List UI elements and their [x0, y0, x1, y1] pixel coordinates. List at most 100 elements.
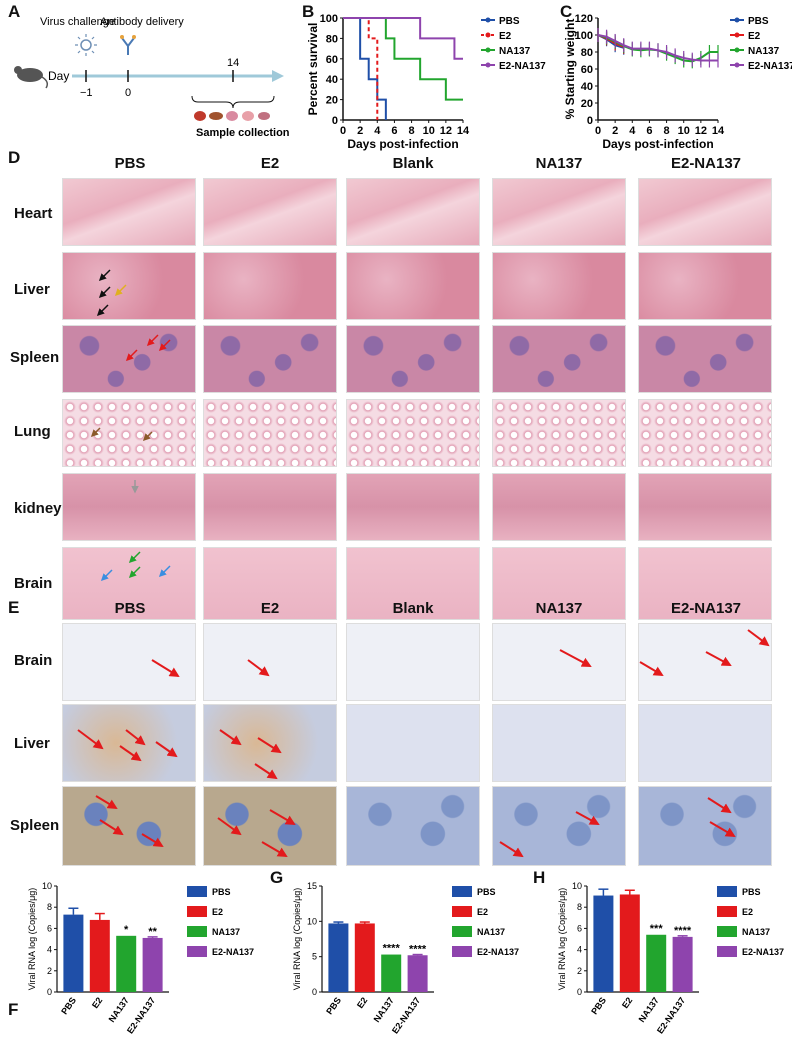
- y-axis-label: Viral RNA log (Copies/μg): [557, 888, 567, 991]
- bar-e2-na137: [672, 936, 693, 992]
- legend-swatch: [187, 886, 207, 897]
- tile-spleen-na137: [492, 786, 626, 866]
- tile-spleen-na137: [492, 325, 626, 393]
- significance-label: *: [124, 924, 129, 936]
- tile-heart-na137: [492, 178, 626, 246]
- tile-kidney-e2: [203, 473, 337, 541]
- tile-kidney-e2-na137: [638, 473, 772, 541]
- legend-label: NA137: [748, 46, 780, 57]
- y-tick-label: 20: [326, 95, 338, 107]
- tile-lung-blank: [346, 399, 480, 467]
- x-tick-label: 6: [391, 125, 397, 137]
- x-axis-label: Days post-infection: [602, 137, 713, 151]
- legend-label: PBS: [477, 887, 496, 897]
- legend-swatch: [717, 946, 737, 957]
- x-tick-label: 14: [712, 125, 725, 137]
- significance-label: ****: [383, 943, 401, 955]
- category-label: PBS: [59, 995, 78, 1016]
- y-tick-label: 60: [581, 64, 593, 76]
- tile-kidney-blank: [346, 473, 480, 541]
- category-label: E2: [90, 995, 105, 1010]
- y-tick-label: 20: [581, 98, 593, 110]
- antibody-delivery-label: Antibody delivery: [100, 16, 184, 28]
- legend-swatch: [452, 886, 472, 897]
- panel-label-c: C: [560, 2, 573, 21]
- y-tick-label: 60: [326, 54, 338, 66]
- bar-pbs: [63, 914, 84, 992]
- tick-minus1: −1: [80, 87, 93, 99]
- y-tick-label: 4: [47, 945, 52, 955]
- legend-swatch: [717, 886, 737, 897]
- legend-label: NA137: [499, 46, 531, 57]
- panel-label-g: G: [270, 868, 284, 887]
- y-tick-label: 8: [47, 902, 52, 912]
- legend-swatch: [187, 926, 207, 937]
- x-tick-label: 12: [695, 125, 707, 137]
- legend-label: E2-NA137: [477, 947, 519, 957]
- legend-label: PBS: [499, 16, 520, 27]
- significance-label: ****: [409, 943, 427, 955]
- he-row-liver: Liver: [14, 281, 50, 298]
- category-label: PBS: [589, 995, 608, 1016]
- panel-label-h: H: [533, 868, 546, 887]
- y-tick-label: 0: [587, 115, 593, 127]
- he-header-blank: Blank: [392, 155, 434, 172]
- y-tick-label: 2: [577, 966, 582, 976]
- legend-swatch: [187, 906, 207, 917]
- tile-spleen-blank: [346, 786, 480, 866]
- series-line-pbs: [343, 17, 387, 120]
- tile-brain-blank: [346, 623, 480, 701]
- legend-label: E2: [477, 907, 488, 917]
- panel-label-a: A: [8, 2, 21, 21]
- he-header-na137: NA137: [535, 155, 583, 172]
- x-tick-label: 6: [646, 125, 652, 137]
- y-axis-label: % Starting weight: [563, 19, 577, 120]
- tile-liver-blank: [346, 704, 480, 782]
- tick-0: 0: [125, 87, 131, 99]
- tile-liver-blank: [346, 252, 480, 320]
- significance-label: ***: [650, 923, 664, 935]
- x-tick-label: 8: [409, 125, 415, 137]
- legend-label: PBS: [748, 16, 769, 27]
- tile-liver-na137: [492, 252, 626, 320]
- timeline-arrowhead: [272, 70, 284, 82]
- x-tick-label: 2: [357, 125, 363, 137]
- y-tick-label: 100: [320, 13, 338, 25]
- day-label: Day: [48, 69, 69, 83]
- tile-brain-e2: [203, 623, 337, 701]
- y-tick-label: 80: [581, 47, 593, 59]
- y-tick-label: 40: [326, 74, 338, 86]
- legend-label: E2-NA137: [499, 61, 546, 72]
- tile-lung-na137: [492, 399, 626, 467]
- bar-na137: [646, 934, 667, 992]
- y-tick-label: 0: [577, 987, 582, 997]
- y-tick-label: 100: [575, 30, 593, 42]
- y-tick-label: 10: [572, 881, 582, 891]
- series-line-e2-na137: [343, 17, 463, 60]
- y-tick-label: 0: [312, 987, 317, 997]
- legend-label: NA137: [742, 927, 770, 937]
- tile-heart-e2: [203, 178, 337, 246]
- panel-label-e: E: [8, 598, 20, 617]
- legend-swatch: [187, 946, 207, 957]
- tile-lung-e2: [203, 399, 337, 467]
- timeline-diagram: Day −1 0 14 Virus challenge Antibody del…: [14, 16, 290, 139]
- x-axis-label: Days post-infection: [347, 137, 458, 151]
- x-tick-label: 0: [340, 125, 346, 137]
- bar-e2-na137: [407, 955, 428, 992]
- viral-rna-chart-h: 0 2 4 6 8 10 Viral RNA log (Copies/μg) PBS E2 ***…: [557, 881, 784, 1036]
- x-tick-label: 8: [664, 125, 670, 137]
- he-header-pbs: PBS: [114, 155, 146, 172]
- category-label: E2: [620, 995, 635, 1010]
- y-tick-label: 10: [42, 881, 52, 891]
- y-tick-label: 15: [307, 881, 317, 891]
- y-tick-label: 40: [581, 81, 593, 93]
- tick-14: 14: [227, 57, 239, 69]
- viral-rna-chart-g: 0 5 10 15 Viral RNA log (Copies/μg) PBS E2 ****…: [292, 881, 519, 1036]
- series-line-na137: [343, 17, 463, 101]
- tile-brain-e2-na137: [638, 623, 772, 701]
- panel-label-b: B: [302, 2, 315, 21]
- he-row-lung: Lung: [14, 423, 51, 440]
- bar-e2-na137: [142, 937, 163, 992]
- tile-spleen-e2: [203, 325, 337, 393]
